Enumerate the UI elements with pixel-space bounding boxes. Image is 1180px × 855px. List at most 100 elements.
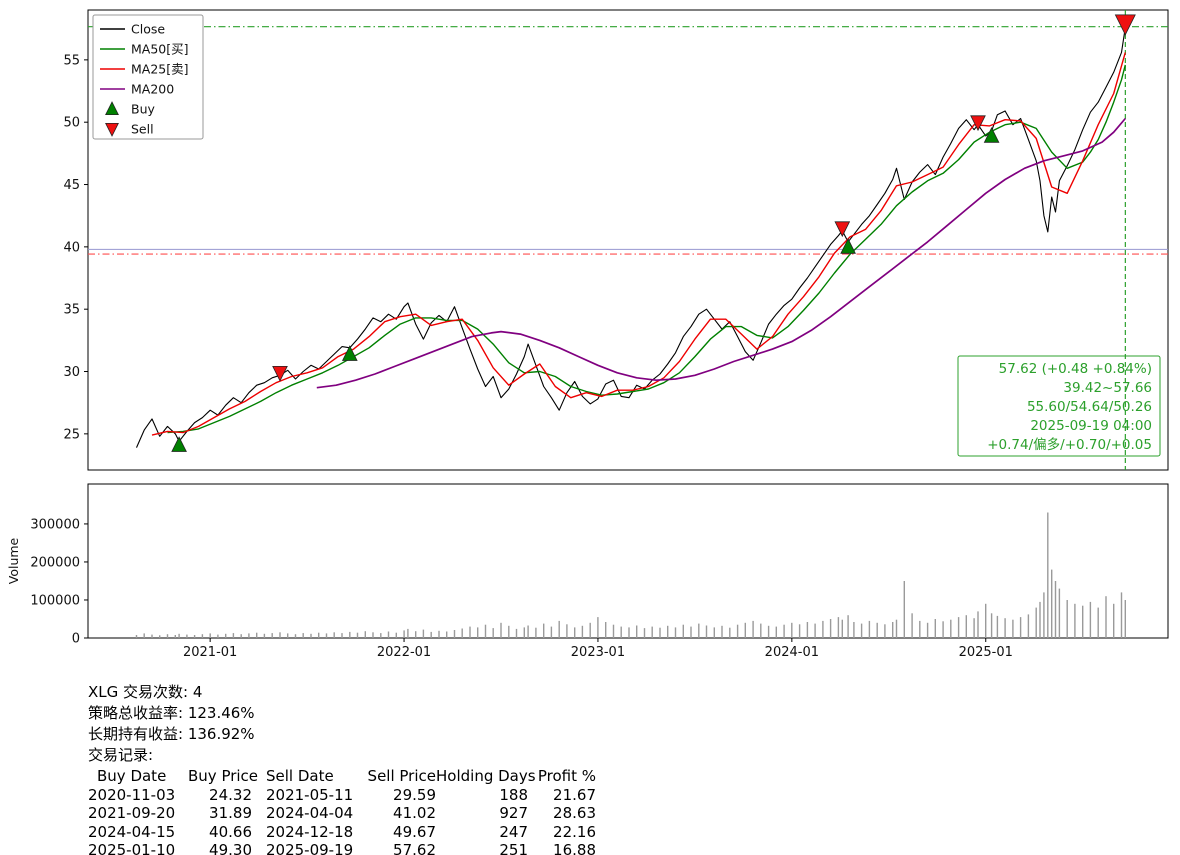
legend-label: MA200	[131, 82, 174, 97]
price-tick-label: 45	[63, 178, 80, 193]
volume-bar	[387, 631, 390, 638]
volume-bar	[620, 626, 622, 638]
volume-bar	[1054, 581, 1057, 638]
volume-bar	[682, 624, 684, 638]
trade-cell: 927	[499, 804, 528, 822]
trade-row: 2024-04-15 40.66 2024-12-18 49.67 247 22.16	[88, 823, 596, 842]
legend-box	[92, 14, 204, 140]
trade-cell: 2024-04-15	[88, 822, 176, 841]
trade-cell: 49.30	[209, 841, 252, 855]
volume-tick-label: 200000	[30, 555, 80, 570]
trade-header-cell: Buy Price	[188, 767, 259, 785]
volume-bar	[550, 626, 553, 638]
trade-cell: 2020-11-03	[88, 785, 176, 804]
volume-bar	[1066, 600, 1068, 638]
volume-bar	[256, 632, 258, 638]
trade-cell: 247	[499, 822, 528, 841]
legend-buy-marker-icon	[105, 101, 119, 115]
volume-bar	[814, 623, 816, 638]
series-ma50	[167, 64, 1126, 434]
sell-marker	[834, 221, 851, 238]
volume-bar	[407, 628, 409, 638]
series-ma200	[316, 117, 1126, 389]
volume-bar	[186, 634, 188, 638]
volume-bar	[271, 633, 273, 638]
volume-bar	[736, 624, 739, 638]
volume-bar	[990, 613, 993, 638]
trade-cell: 2021-09-20	[88, 804, 176, 822]
buy-marker	[341, 345, 358, 361]
date-tick-label: 2021-01	[183, 645, 237, 660]
trade-cell: 2024-12-18	[266, 822, 354, 841]
buy-marker	[983, 127, 1000, 143]
volume-bar	[903, 581, 905, 638]
volume-bar	[806, 622, 809, 638]
volume-bar	[201, 634, 204, 638]
trade-header-cell: Sell Price	[367, 767, 436, 785]
trade-row: 2021-09-20 31.89 2024-04-04 41.02 927 28.63	[88, 804, 596, 823]
volume-bar	[178, 633, 180, 638]
trade-cell: 24.32	[209, 785, 252, 804]
trade-header-cell: Profit %	[537, 767, 596, 785]
volume-bar	[302, 633, 304, 638]
volume-bar	[1097, 607, 1099, 638]
volume-bar	[721, 625, 723, 638]
trade-cell: 16.88	[553, 841, 596, 855]
volume-bar	[985, 603, 987, 638]
volume-bar	[783, 624, 785, 638]
volume-bar	[651, 626, 653, 638]
volume-bar	[566, 624, 568, 638]
date-tick-label: 2023-01	[571, 645, 625, 660]
volume-bar	[240, 634, 242, 638]
volume-tick-label: 0	[72, 632, 80, 647]
volume-bar	[1012, 619, 1014, 638]
trade-cell: 41.02	[393, 804, 436, 822]
series-close	[135, 27, 1126, 448]
volume-bar	[535, 627, 537, 638]
volume-bar	[957, 617, 960, 638]
volume-bar	[515, 628, 518, 638]
volume-bar	[674, 627, 677, 638]
volume-bar	[853, 622, 855, 638]
trade-table: Buy Date Buy Price Sell Date Sell Price Hold…	[88, 767, 596, 855]
volume-bar	[628, 627, 630, 638]
volume-bar	[760, 623, 762, 638]
quote-annotation-line: +0.74/偏多/+0.70/+0.05	[987, 436, 1152, 453]
volume-bar	[1089, 601, 1092, 638]
volume-bar	[492, 628, 494, 638]
volume-bar	[174, 635, 176, 638]
trade-cell: 2025-01-10	[88, 841, 176, 855]
volume-bar	[422, 629, 425, 638]
volume-bar	[508, 625, 510, 638]
volume-bar	[446, 631, 448, 638]
trade-cell: 21.67	[553, 785, 596, 804]
trade-cell: 188	[499, 785, 528, 804]
volume-bar	[403, 630, 405, 638]
volume-bar	[193, 635, 196, 638]
volume-bar	[279, 632, 281, 638]
trade-cell: 29.59	[393, 785, 436, 804]
date-tick-label: 2025-01	[959, 645, 1013, 660]
volume-bar	[1051, 569, 1053, 638]
volume-bar	[1124, 600, 1126, 638]
volume-bar	[667, 625, 669, 638]
volume-bar	[574, 627, 576, 638]
volume-bar	[847, 615, 849, 638]
volume-bar	[356, 632, 359, 638]
volume-plot-frame	[87, 483, 1169, 639]
volume-bar	[333, 632, 335, 638]
volume-bar	[527, 625, 529, 638]
volume-bar	[977, 611, 979, 638]
volume-bar	[713, 627, 715, 638]
sell-marker	[272, 365, 288, 382]
volume-bar	[895, 619, 898, 638]
volume-bar	[453, 630, 456, 638]
volume-bar	[1047, 512, 1049, 638]
volume-bar	[415, 631, 417, 638]
volume-bar	[469, 626, 471, 638]
trade-cell: 49.67	[393, 822, 436, 841]
volume-bar	[287, 633, 289, 638]
volume-bar	[1105, 596, 1107, 638]
trade-cell: 28.63	[553, 804, 596, 822]
volume-bar	[151, 634, 153, 638]
